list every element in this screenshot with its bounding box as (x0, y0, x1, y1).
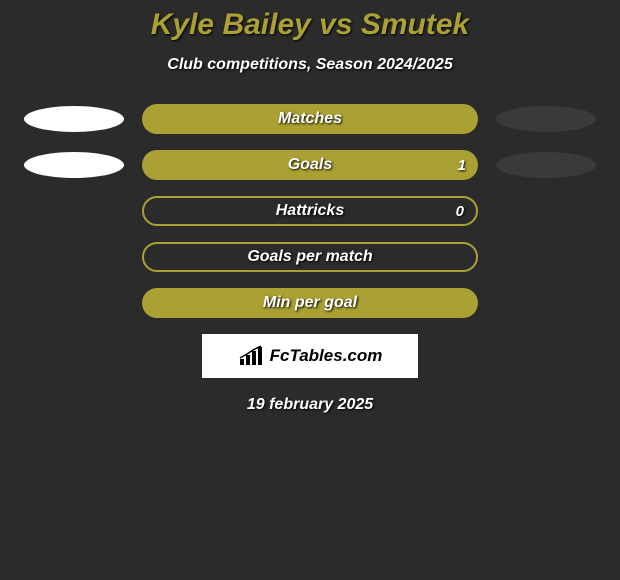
stat-row: Matches (0, 104, 620, 134)
stat-rows: Matches Goals1 Hattricks0 Goals per match Mi… (0, 104, 620, 318)
player-left-oval (24, 106, 124, 132)
stat-label: Matches (142, 104, 478, 134)
page-title: Kyle Bailey vs Smutek (0, 8, 620, 42)
source-logo: FcTables.com (202, 334, 418, 378)
player-right-oval (496, 152, 596, 178)
subtitle: Club competitions, Season 2024/2025 (0, 56, 620, 74)
stat-label: Goals per match (144, 244, 476, 270)
player-left-oval (24, 152, 124, 178)
stat-bar: Min per goal (142, 288, 478, 318)
stat-row: Goals per match (0, 242, 620, 272)
player-right-oval (496, 106, 596, 132)
stat-row: Goals1 (0, 150, 620, 180)
stat-bar: Goals1 (142, 150, 478, 180)
stat-label: Min per goal (142, 288, 478, 318)
logo-text: FcTables.com (270, 346, 383, 366)
chart-icon (238, 345, 266, 367)
stat-bar: Matches (142, 104, 478, 134)
stat-bar: Goals per match (142, 242, 478, 272)
stat-value: 1 (458, 150, 466, 180)
stat-label: Hattricks (144, 198, 476, 224)
stat-value: 0 (456, 198, 464, 224)
stat-label: Goals (142, 150, 478, 180)
stat-row: Hattricks0 (0, 196, 620, 226)
stat-row: Min per goal (0, 288, 620, 318)
date-text: 19 february 2025 (0, 396, 620, 414)
stat-bar: Hattricks0 (142, 196, 478, 226)
